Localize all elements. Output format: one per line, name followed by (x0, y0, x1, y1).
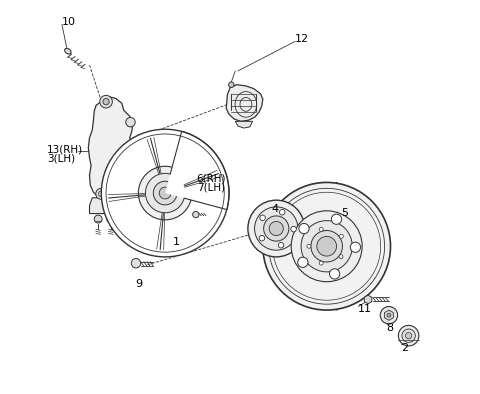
Circle shape (387, 313, 391, 317)
Circle shape (398, 325, 419, 346)
Circle shape (279, 210, 285, 215)
Circle shape (319, 261, 323, 265)
Circle shape (299, 223, 309, 234)
Polygon shape (89, 198, 119, 214)
Circle shape (311, 230, 342, 262)
Polygon shape (384, 310, 394, 320)
Circle shape (259, 236, 264, 241)
Circle shape (138, 166, 192, 220)
Circle shape (331, 214, 342, 224)
Circle shape (339, 255, 343, 258)
Circle shape (298, 257, 308, 268)
Ellipse shape (65, 48, 71, 54)
Text: 5: 5 (342, 208, 348, 218)
Ellipse shape (145, 144, 153, 159)
Text: 11: 11 (358, 304, 372, 314)
Circle shape (103, 98, 109, 105)
Circle shape (145, 173, 185, 213)
Circle shape (96, 188, 107, 199)
Circle shape (406, 333, 412, 339)
Wedge shape (165, 132, 228, 210)
Polygon shape (364, 295, 372, 304)
Circle shape (254, 207, 298, 250)
Circle shape (291, 211, 362, 282)
Polygon shape (226, 85, 263, 121)
Circle shape (94, 215, 102, 223)
Text: 2: 2 (401, 342, 408, 353)
Circle shape (350, 242, 360, 253)
Text: 7(LH): 7(LH) (197, 182, 225, 192)
Text: 10: 10 (62, 17, 76, 27)
Text: 4: 4 (272, 204, 279, 214)
Circle shape (126, 117, 135, 127)
Circle shape (260, 215, 265, 221)
Circle shape (159, 187, 171, 199)
Polygon shape (235, 121, 252, 128)
Text: 3(LH): 3(LH) (47, 154, 75, 164)
Circle shape (317, 236, 336, 256)
Circle shape (319, 227, 323, 231)
Text: 1: 1 (173, 237, 180, 247)
Circle shape (329, 269, 340, 279)
Polygon shape (88, 97, 134, 198)
Circle shape (301, 221, 352, 272)
Circle shape (291, 227, 296, 232)
Circle shape (402, 329, 415, 342)
Circle shape (107, 215, 115, 223)
Circle shape (101, 129, 229, 257)
Text: 8: 8 (386, 323, 393, 333)
Circle shape (153, 181, 177, 205)
Circle shape (126, 177, 135, 186)
Circle shape (307, 244, 311, 248)
Text: 6(RH): 6(RH) (197, 173, 226, 183)
Text: 13(RH): 13(RH) (47, 145, 83, 155)
Ellipse shape (332, 182, 341, 310)
Circle shape (380, 307, 397, 324)
Circle shape (248, 200, 305, 257)
Circle shape (263, 182, 391, 310)
Text: 9: 9 (135, 279, 142, 290)
Circle shape (278, 242, 284, 248)
Circle shape (339, 234, 343, 238)
Circle shape (100, 95, 112, 108)
Circle shape (131, 258, 141, 268)
Ellipse shape (140, 145, 147, 159)
Circle shape (192, 211, 199, 217)
Circle shape (228, 82, 234, 87)
Circle shape (269, 221, 283, 236)
Circle shape (264, 216, 289, 241)
Text: 12: 12 (295, 34, 309, 45)
